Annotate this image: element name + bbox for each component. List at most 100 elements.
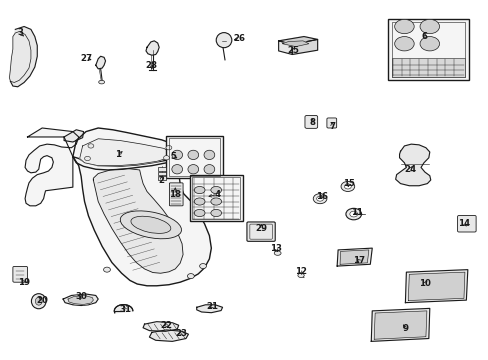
- Text: 12: 12: [294, 267, 306, 276]
- Circle shape: [340, 181, 354, 192]
- Ellipse shape: [187, 150, 198, 159]
- Ellipse shape: [216, 33, 231, 48]
- Ellipse shape: [187, 165, 198, 174]
- Ellipse shape: [194, 186, 204, 194]
- Text: 8: 8: [309, 118, 315, 127]
- Bar: [158, 176, 165, 180]
- Circle shape: [163, 156, 169, 160]
- Circle shape: [316, 196, 323, 201]
- Circle shape: [88, 144, 94, 148]
- Circle shape: [165, 145, 171, 150]
- FancyBboxPatch shape: [326, 118, 336, 128]
- Ellipse shape: [194, 198, 204, 205]
- Ellipse shape: [31, 294, 46, 309]
- Circle shape: [394, 19, 413, 34]
- Text: 6: 6: [421, 32, 427, 41]
- Text: 19: 19: [18, 278, 30, 287]
- Text: 22: 22: [160, 321, 172, 330]
- FancyBboxPatch shape: [169, 183, 183, 206]
- Ellipse shape: [203, 150, 214, 159]
- Text: 15: 15: [343, 179, 355, 188]
- Circle shape: [84, 156, 90, 161]
- Ellipse shape: [194, 210, 204, 217]
- Ellipse shape: [35, 297, 42, 305]
- Polygon shape: [143, 321, 178, 331]
- Circle shape: [187, 274, 194, 279]
- Ellipse shape: [210, 186, 221, 194]
- Text: 28: 28: [145, 61, 158, 70]
- Bar: [158, 172, 165, 175]
- Polygon shape: [278, 37, 317, 44]
- Polygon shape: [149, 330, 188, 341]
- Polygon shape: [407, 272, 464, 301]
- Polygon shape: [93, 168, 183, 273]
- Circle shape: [394, 37, 413, 51]
- Text: 20: 20: [36, 296, 48, 305]
- FancyBboxPatch shape: [387, 19, 468, 80]
- Text: 21: 21: [206, 302, 218, 311]
- Text: 17: 17: [352, 256, 365, 265]
- Ellipse shape: [210, 198, 221, 205]
- Ellipse shape: [171, 165, 182, 174]
- FancyBboxPatch shape: [391, 58, 465, 77]
- Circle shape: [349, 211, 357, 217]
- Polygon shape: [63, 294, 98, 306]
- Polygon shape: [339, 250, 368, 264]
- Text: 16: 16: [316, 192, 328, 201]
- FancyBboxPatch shape: [305, 116, 317, 129]
- Text: 5: 5: [170, 152, 176, 161]
- Ellipse shape: [131, 216, 170, 233]
- Polygon shape: [73, 128, 180, 170]
- Polygon shape: [96, 56, 105, 69]
- Polygon shape: [370, 309, 429, 341]
- FancyBboxPatch shape: [189, 175, 242, 221]
- Circle shape: [199, 264, 206, 269]
- Text: 23: 23: [175, 329, 187, 338]
- Polygon shape: [278, 41, 292, 54]
- Text: 18: 18: [169, 190, 181, 199]
- Text: 31: 31: [119, 305, 131, 314]
- Text: 30: 30: [75, 292, 87, 301]
- Polygon shape: [64, 130, 83, 142]
- Polygon shape: [146, 41, 159, 55]
- Text: 24: 24: [404, 165, 415, 174]
- Polygon shape: [73, 157, 211, 286]
- FancyBboxPatch shape: [457, 216, 475, 232]
- Text: 29: 29: [255, 224, 267, 233]
- Text: 27: 27: [80, 54, 92, 63]
- Text: 9: 9: [402, 324, 407, 333]
- Polygon shape: [292, 40, 317, 54]
- Ellipse shape: [297, 273, 304, 278]
- Text: 14: 14: [457, 219, 469, 228]
- Text: 26: 26: [233, 34, 245, 43]
- Text: 2: 2: [158, 176, 164, 185]
- Polygon shape: [68, 296, 93, 305]
- Polygon shape: [196, 305, 222, 313]
- Ellipse shape: [120, 211, 181, 239]
- Text: 13: 13: [270, 244, 282, 253]
- Polygon shape: [373, 311, 426, 339]
- Circle shape: [103, 267, 110, 272]
- Ellipse shape: [203, 165, 214, 174]
- Polygon shape: [336, 248, 371, 266]
- Polygon shape: [395, 144, 430, 186]
- Ellipse shape: [210, 210, 221, 217]
- Polygon shape: [9, 27, 37, 87]
- Circle shape: [345, 208, 361, 220]
- Text: 1: 1: [115, 150, 121, 159]
- Text: 3: 3: [17, 28, 23, 37]
- Circle shape: [313, 194, 326, 204]
- Text: 11: 11: [350, 208, 362, 217]
- FancyBboxPatch shape: [13, 266, 27, 282]
- FancyBboxPatch shape: [166, 136, 222, 178]
- Polygon shape: [80, 139, 171, 166]
- Polygon shape: [405, 270, 467, 303]
- Ellipse shape: [99, 80, 104, 84]
- Text: 7: 7: [328, 122, 335, 131]
- Circle shape: [419, 37, 439, 51]
- Text: 25: 25: [287, 46, 299, 55]
- Text: 4: 4: [214, 190, 220, 199]
- Circle shape: [419, 19, 439, 34]
- Bar: [158, 167, 165, 171]
- Circle shape: [344, 184, 350, 189]
